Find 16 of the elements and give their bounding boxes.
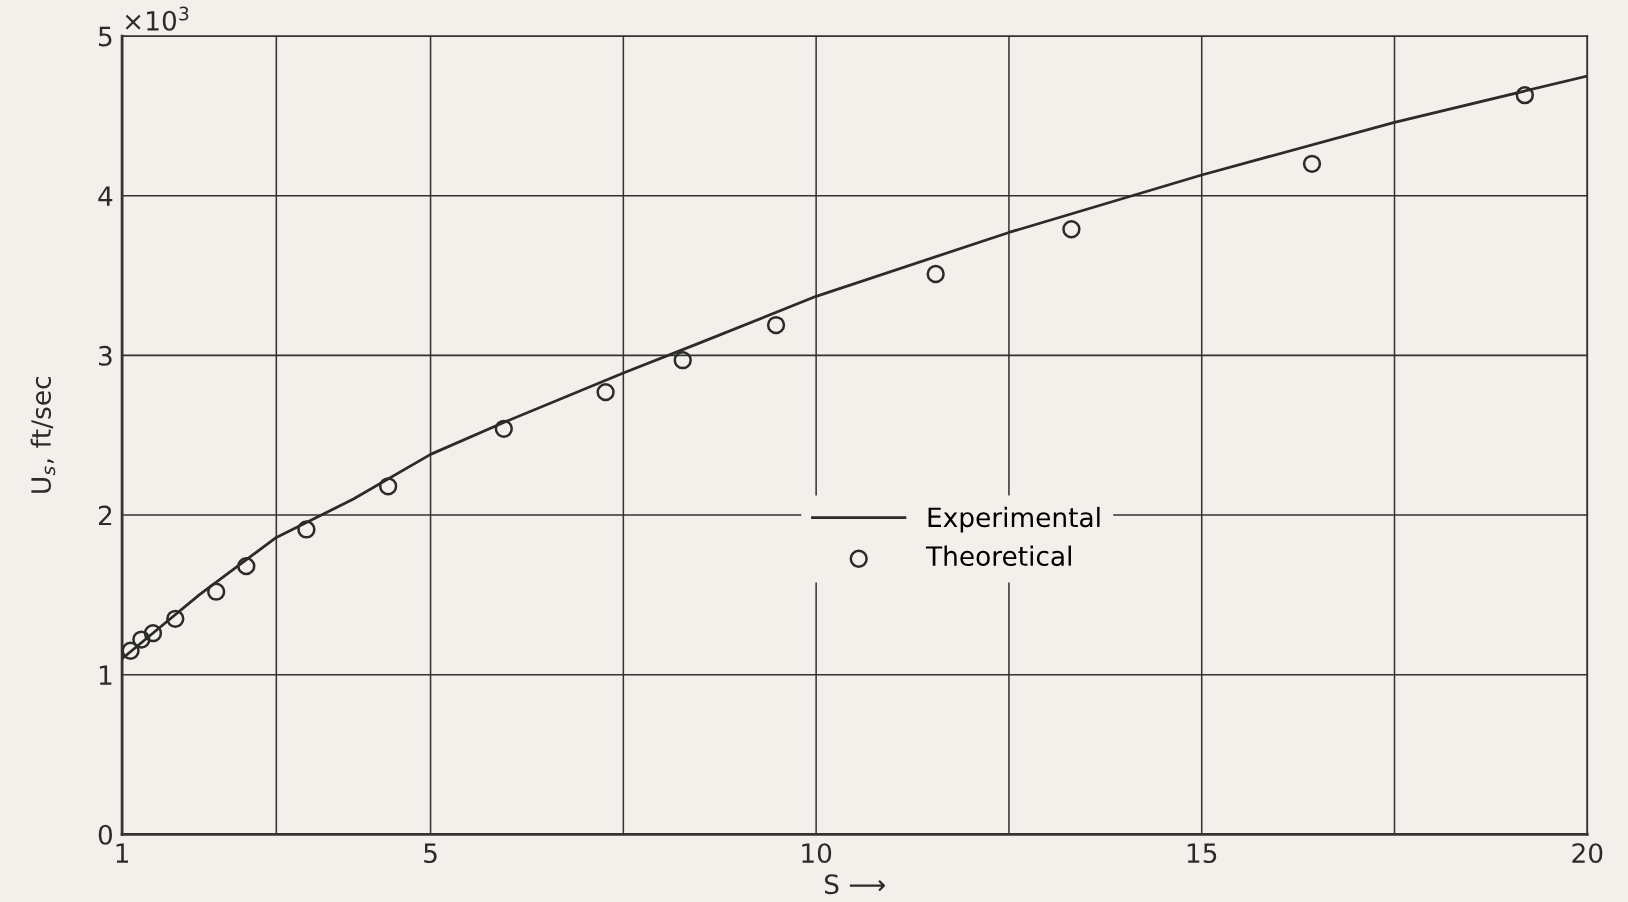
y-tick-label: 4 <box>98 186 113 206</box>
y-tick-label: 5 <box>99 26 112 47</box>
x-tick-label: 15 <box>1187 843 1217 864</box>
x-tick-label: 20 <box>1572 843 1603 864</box>
x-axis-title: S ⟶ <box>824 874 885 895</box>
legend-label: Experimental <box>928 506 1100 533</box>
x-tick-label: 1 <box>116 843 129 863</box>
y-tick-label: 2 <box>98 505 112 526</box>
y-tick-label: 1 <box>99 665 112 685</box>
x-tick-label: 10 <box>802 843 832 864</box>
x-tick-label: 5 <box>424 843 437 864</box>
y-tick-label: 3 <box>98 345 112 366</box>
y-tick-label: 0 <box>98 824 113 845</box>
legend-label: Theoretical <box>925 545 1071 567</box>
text: ×10$^{3}$ <box>125 6 189 31</box>
y-axis-title: U$_{s}$, ft/sec <box>30 377 56 493</box>
